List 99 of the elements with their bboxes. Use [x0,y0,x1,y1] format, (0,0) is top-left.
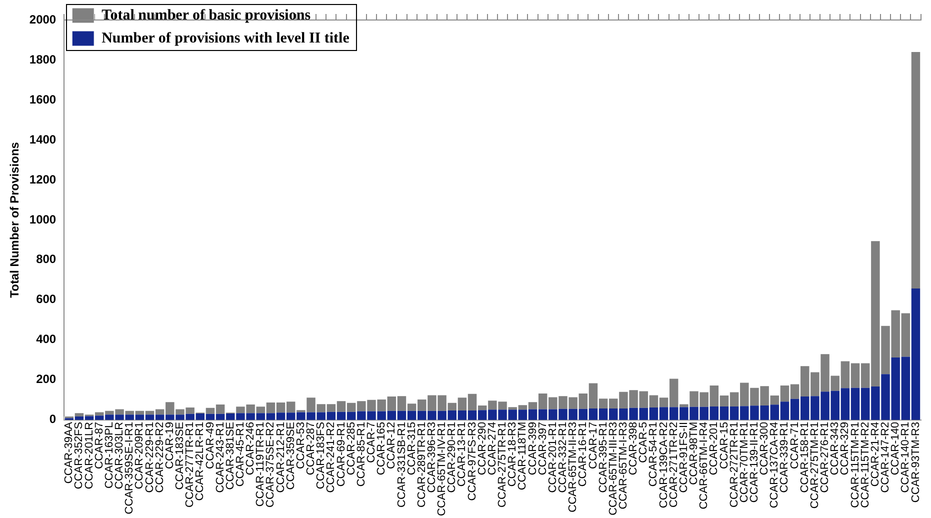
x-tick-label: CCAR-158-R1 [798,422,811,493]
x-tick-label: CCAR-359SE-I-R1 [124,422,136,514]
x-tick-label: CCAR-290 [476,422,488,476]
x-tick-label: CCAR-272TR-R1 [728,422,740,508]
y-axis-title: Total Number of Provisions [8,142,22,298]
y-tick-label: 1800 [29,52,56,66]
x-tick-label: CCAR-163PL [103,422,116,489]
x-tick-label: CCAR-66TM-I-R4 [698,422,710,510]
y-tick-label: 0 [49,412,56,426]
x-tick-label: CCAR-275TM-R1 [808,422,821,509]
x-tick-label: CCAR-93TM-R3 [910,422,922,503]
x-tick-label: CCAR-209R1 [134,422,146,490]
x-tick-label: CCAR-396-R3 [426,422,438,493]
x-tick-label: CCAR-118TM [516,422,529,490]
x-tick-label: CCAR-285 [345,422,358,476]
x-tick-label: CCAR-15 [718,422,730,469]
x-tick-label: CCAR-91FS-II [678,422,690,493]
x-tick-label: CCAR-139CA-R2 [658,422,670,508]
x-tick-label: CCAR-140 [890,422,902,476]
x-tick-label: CCAR-65TM-I-R3 [617,422,630,510]
x-tick-label: CCAR-289TR-R1 [416,422,428,508]
x-tick-label: CCAR-243-R1 [214,422,226,493]
y-tick-label: 200 [36,372,56,386]
x-tick-label: CCAR-65TM-III-R3 [607,422,620,516]
x-tick-label: CCAR-339-R1 [778,422,791,493]
x-tick-label: CCAR-18-R3 [506,422,519,487]
x-tick-label: CCAR-332-R1 [557,422,570,493]
x-tick-label: CCAR-275TR-R1 [496,422,509,508]
x-tick-label: CCAR-201LR [83,422,96,490]
x-tick-label: CCAR-115TM-R2 [859,422,872,508]
x-tick-label: CCAR-71 [788,422,801,469]
x-tick-label: CCAR-352FS [73,422,86,490]
x-tick-label: CCAR-13-R1 [456,422,468,487]
y-tick-label: 1200 [29,172,56,186]
x-tick-label: CCAR-16-R1 [577,422,590,487]
x-tick-label: CCAR-137CA-R4 [768,422,781,508]
x-tick-label: CCAR-49 [204,422,216,469]
x-tick-label: CCAR-98TM [688,422,700,485]
x-tick-label: CCAR-229-R1 [144,422,156,493]
y-tick-label: 400 [36,332,56,346]
x-tick-label: CCAR-399 [526,422,539,476]
x-tick-label: CCAR-300 [758,422,771,476]
x-tick-label: CCAR-201-R1 [546,422,559,493]
y-tick-label: 800 [36,252,56,266]
x-tick-label: CCAR-183SE [174,422,186,490]
y-tick-label: 1600 [29,92,56,106]
x-tick-label: CCAR-147-R2 [880,422,892,493]
x-tick-label: CCAR-17 [587,422,600,469]
x-tick-label: CCAR-277TR-R1 [184,422,196,508]
x-tick-label: CCAR-54-R1 [648,422,660,487]
x-tick-label: CCAR-201 [708,422,720,476]
x-tick-label: CCAR-183FS [315,422,328,490]
legend-label: Number of provisions with level II title [102,30,350,46]
y-tick-label: 2000 [29,12,56,26]
y-tick-label: 1400 [29,132,56,146]
x-tick-label: CCAR-274 [486,422,498,476]
x-tick-label: CCAR-139-II-R1 [748,422,761,503]
y-tick-label: 1000 [29,212,56,226]
x-tick-label: CCAR-290-R1 [446,422,458,493]
x-tick-label: CCAR-241-R2 [325,422,338,493]
x-tick-label: CCAR-45-R1 [234,422,247,487]
x-tick-label: CCAR-398 [628,422,640,476]
x-tick-label: CCAR-119TR-R1 [254,422,267,507]
x-tick-label: CCAR-315 [406,422,418,476]
x-tick-label: CCAR-395-R1 [597,422,610,493]
x-tick-label: CCAR-87 [93,422,106,469]
x-tick-label: CCAR-359SE [284,422,297,490]
x-tick-label: CCAR-97FS-R3 [466,422,478,501]
x-tick-label: CCAR-70TM-R1 [738,422,750,503]
legend-label: Total number of basic provisions [102,7,311,24]
x-tick-label: CCAR-140-R1 [900,422,912,493]
x-tick-label: CCAR-375SE-R2 [264,422,277,508]
x-tick-label: CCAR-246 [244,422,257,476]
x-tick-label: CCAR-85-R1 [355,422,368,487]
x-tick-label: CCAR-42LR-R1 [194,422,206,501]
x-tick-label: CCAR-65TM-IV-R1 [436,422,448,516]
x-tick-label: CCAR-7 [366,422,378,463]
x-tick-label: CCAR-329 [839,422,852,476]
x-tick-label: CCAR-115TM-R1 [849,422,862,508]
x-tick-label: CCAR-65TM-II-R3 [567,422,580,512]
x-tick-label: CCAR-303LR [114,422,126,490]
y-tick-label: 600 [36,292,56,306]
x-tick-label: CCAR-212-R1 [274,422,287,493]
x-tick-label: CCAR-397 [536,422,549,476]
x-tick-label: CCAR-343 [829,422,842,476]
x-tick-label: CCAR-271TR-R2 [668,422,680,508]
x-tick-label: CCAR-229-R2 [154,422,166,493]
x-tick-label: CCAR-287 [305,422,318,476]
x-tick-label: CCAR-331SB-R1 [396,422,408,508]
x-tick-label: CCAR-165 [376,422,388,476]
x-tick-label: CCAR-39AA [63,421,76,484]
x-tick-label: CCAR-381SE [224,422,236,490]
x-tick-label: CCAR-19 [164,422,176,469]
x-tick-label: CCAR-69-R1 [335,422,348,487]
x-tick-label: CCAR-5 [638,422,650,463]
x-tick-label: CCAR-21-R4 [869,422,882,487]
x-tick-label: CCAR-53 [294,422,307,469]
x-tick-label: CCAR-12 [386,422,398,469]
x-tick-label: CCAR-276-R1 [819,422,832,493]
